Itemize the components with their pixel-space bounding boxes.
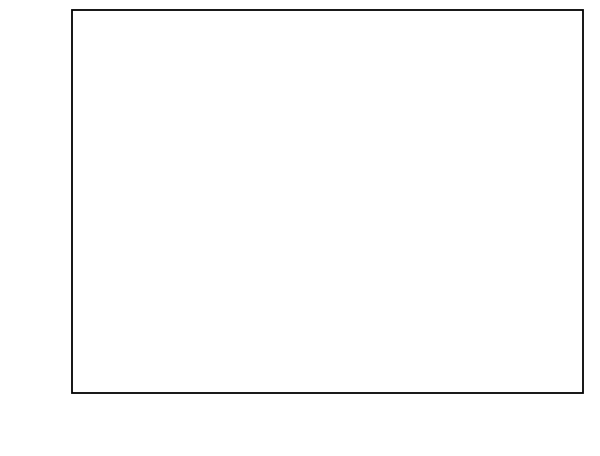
plot-area <box>72 10 583 393</box>
plot-border <box>71 9 584 394</box>
